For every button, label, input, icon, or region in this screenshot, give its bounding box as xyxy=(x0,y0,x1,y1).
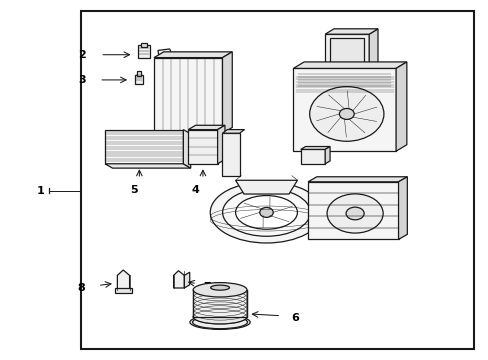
Ellipse shape xyxy=(193,283,246,297)
Text: 3: 3 xyxy=(78,75,85,85)
Text: 4: 4 xyxy=(191,185,199,195)
Polygon shape xyxy=(188,125,224,130)
Text: 8: 8 xyxy=(78,283,85,293)
Ellipse shape xyxy=(210,285,229,290)
Ellipse shape xyxy=(193,310,246,324)
Text: 7: 7 xyxy=(203,282,210,292)
Polygon shape xyxy=(222,133,239,176)
Polygon shape xyxy=(293,68,395,151)
Text: 5: 5 xyxy=(130,185,138,195)
Circle shape xyxy=(259,207,273,217)
Ellipse shape xyxy=(189,315,250,329)
Polygon shape xyxy=(115,288,132,293)
Text: 2: 2 xyxy=(78,50,85,60)
Polygon shape xyxy=(105,130,183,164)
Polygon shape xyxy=(184,272,189,288)
Polygon shape xyxy=(138,45,150,58)
Polygon shape xyxy=(217,125,224,164)
Text: 6: 6 xyxy=(290,312,298,323)
Polygon shape xyxy=(398,177,407,239)
Polygon shape xyxy=(154,58,222,133)
Polygon shape xyxy=(183,130,190,168)
Polygon shape xyxy=(135,75,143,84)
Polygon shape xyxy=(222,52,232,133)
Polygon shape xyxy=(325,147,329,164)
Circle shape xyxy=(339,108,353,120)
Polygon shape xyxy=(188,130,217,164)
Bar xyxy=(81,11,473,349)
Polygon shape xyxy=(173,271,184,288)
Polygon shape xyxy=(395,62,406,151)
Polygon shape xyxy=(222,130,244,133)
Polygon shape xyxy=(325,29,377,34)
Ellipse shape xyxy=(222,189,310,236)
Ellipse shape xyxy=(235,195,297,229)
Polygon shape xyxy=(117,270,129,290)
Circle shape xyxy=(309,87,383,141)
Polygon shape xyxy=(158,49,171,56)
Polygon shape xyxy=(300,147,329,149)
Ellipse shape xyxy=(326,194,383,233)
Text: 1: 1 xyxy=(36,186,44,196)
Ellipse shape xyxy=(346,207,364,220)
Polygon shape xyxy=(163,133,212,148)
Polygon shape xyxy=(307,177,407,182)
Polygon shape xyxy=(307,182,398,239)
Polygon shape xyxy=(368,29,377,77)
Polygon shape xyxy=(325,34,368,77)
Polygon shape xyxy=(137,71,141,76)
Polygon shape xyxy=(105,164,190,168)
Polygon shape xyxy=(173,148,178,153)
Polygon shape xyxy=(154,52,232,58)
Ellipse shape xyxy=(192,316,247,329)
Polygon shape xyxy=(329,38,364,74)
Polygon shape xyxy=(293,62,406,68)
Polygon shape xyxy=(141,43,147,47)
Ellipse shape xyxy=(210,182,322,243)
Polygon shape xyxy=(300,149,325,164)
Polygon shape xyxy=(193,290,246,317)
Polygon shape xyxy=(235,180,297,194)
